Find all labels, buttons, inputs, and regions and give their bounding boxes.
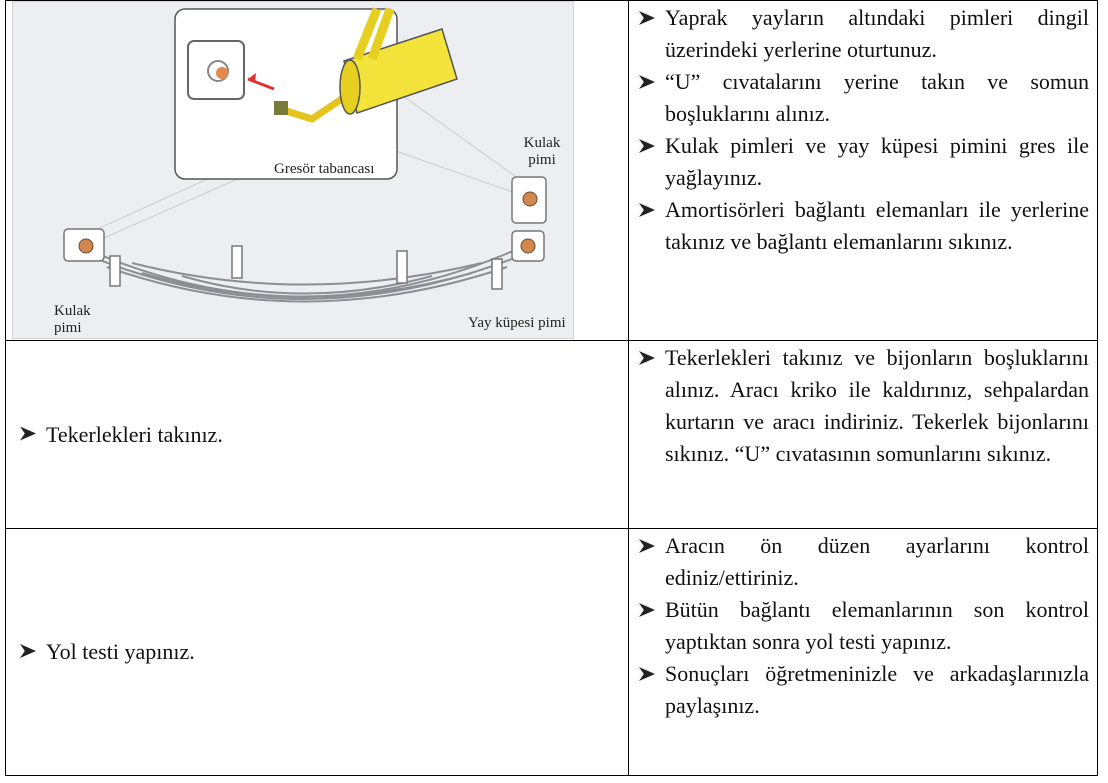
step: Tekerlekleri takınız ve bijonların boşlu…	[635, 342, 1089, 470]
steps-cell: Aracın ön düzen ayarlarını kontrol edini…	[628, 528, 1098, 776]
action-text: Yol testi yapınız.	[6, 639, 628, 665]
leaf-spring-illustration	[12, 1, 574, 339]
action-text: Tekerlekleri takınız.	[6, 422, 628, 448]
image-label: Kulak pimi	[523, 135, 561, 168]
step-list: Tekerlekleri takınız ve bijonların boşlu…	[629, 341, 1097, 470]
step: “U” cıvatalarını yerine takın ve somun b…	[635, 66, 1089, 130]
step: Yaprak yayların altındaki pimleri dingil…	[635, 2, 1089, 66]
step: Amortisörleri bağlantı elemanları ile ye…	[635, 194, 1089, 258]
image-label: Kulak pimi	[54, 303, 91, 336]
figure-cell: Gresör tabancası Kulak pimi Kulak pimi Y…	[5, 0, 629, 341]
steps-cell: Tekerlekleri takınız ve bijonların boşlu…	[628, 340, 1098, 529]
steps-cell: Yaprak yayların altındaki pimleri dingil…	[628, 0, 1098, 341]
action-cell: Yol testi yapınız.	[5, 528, 629, 776]
figure: Gresör tabancası Kulak pimi Kulak pimi Y…	[6, 1, 628, 340]
table-row: Tekerlekleri takınız. Tekerlekleri takın…	[5, 340, 1098, 529]
image-label: Gresör tabancası	[274, 161, 375, 177]
step-list: Aracın ön düzen ayarlarını kontrol edini…	[629, 529, 1097, 722]
step: Bütün bağlantı elemanlarının son kontrol…	[635, 594, 1089, 658]
step: Sonuçları öğretmeninizle ve arkadaşların…	[635, 658, 1089, 722]
steps-table: Gresör tabancası Kulak pimi Kulak pimi Y…	[5, 0, 1098, 776]
action-cell: Tekerlekleri takınız.	[5, 340, 629, 529]
table-row: Gresör tabancası Kulak pimi Kulak pimi Y…	[5, 0, 1098, 341]
step: Aracın ön düzen ayarlarını kontrol edini…	[635, 530, 1089, 594]
table-row: Yol testi yapınız. Aracın ön düzen ayarl…	[5, 528, 1098, 776]
image-label: Yay küpesi pimi	[468, 315, 566, 331]
step: Kulak pimleri ve yay küpesi pimini gres …	[635, 130, 1089, 194]
step-list: Yaprak yayların altındaki pimleri dingil…	[629, 1, 1097, 258]
